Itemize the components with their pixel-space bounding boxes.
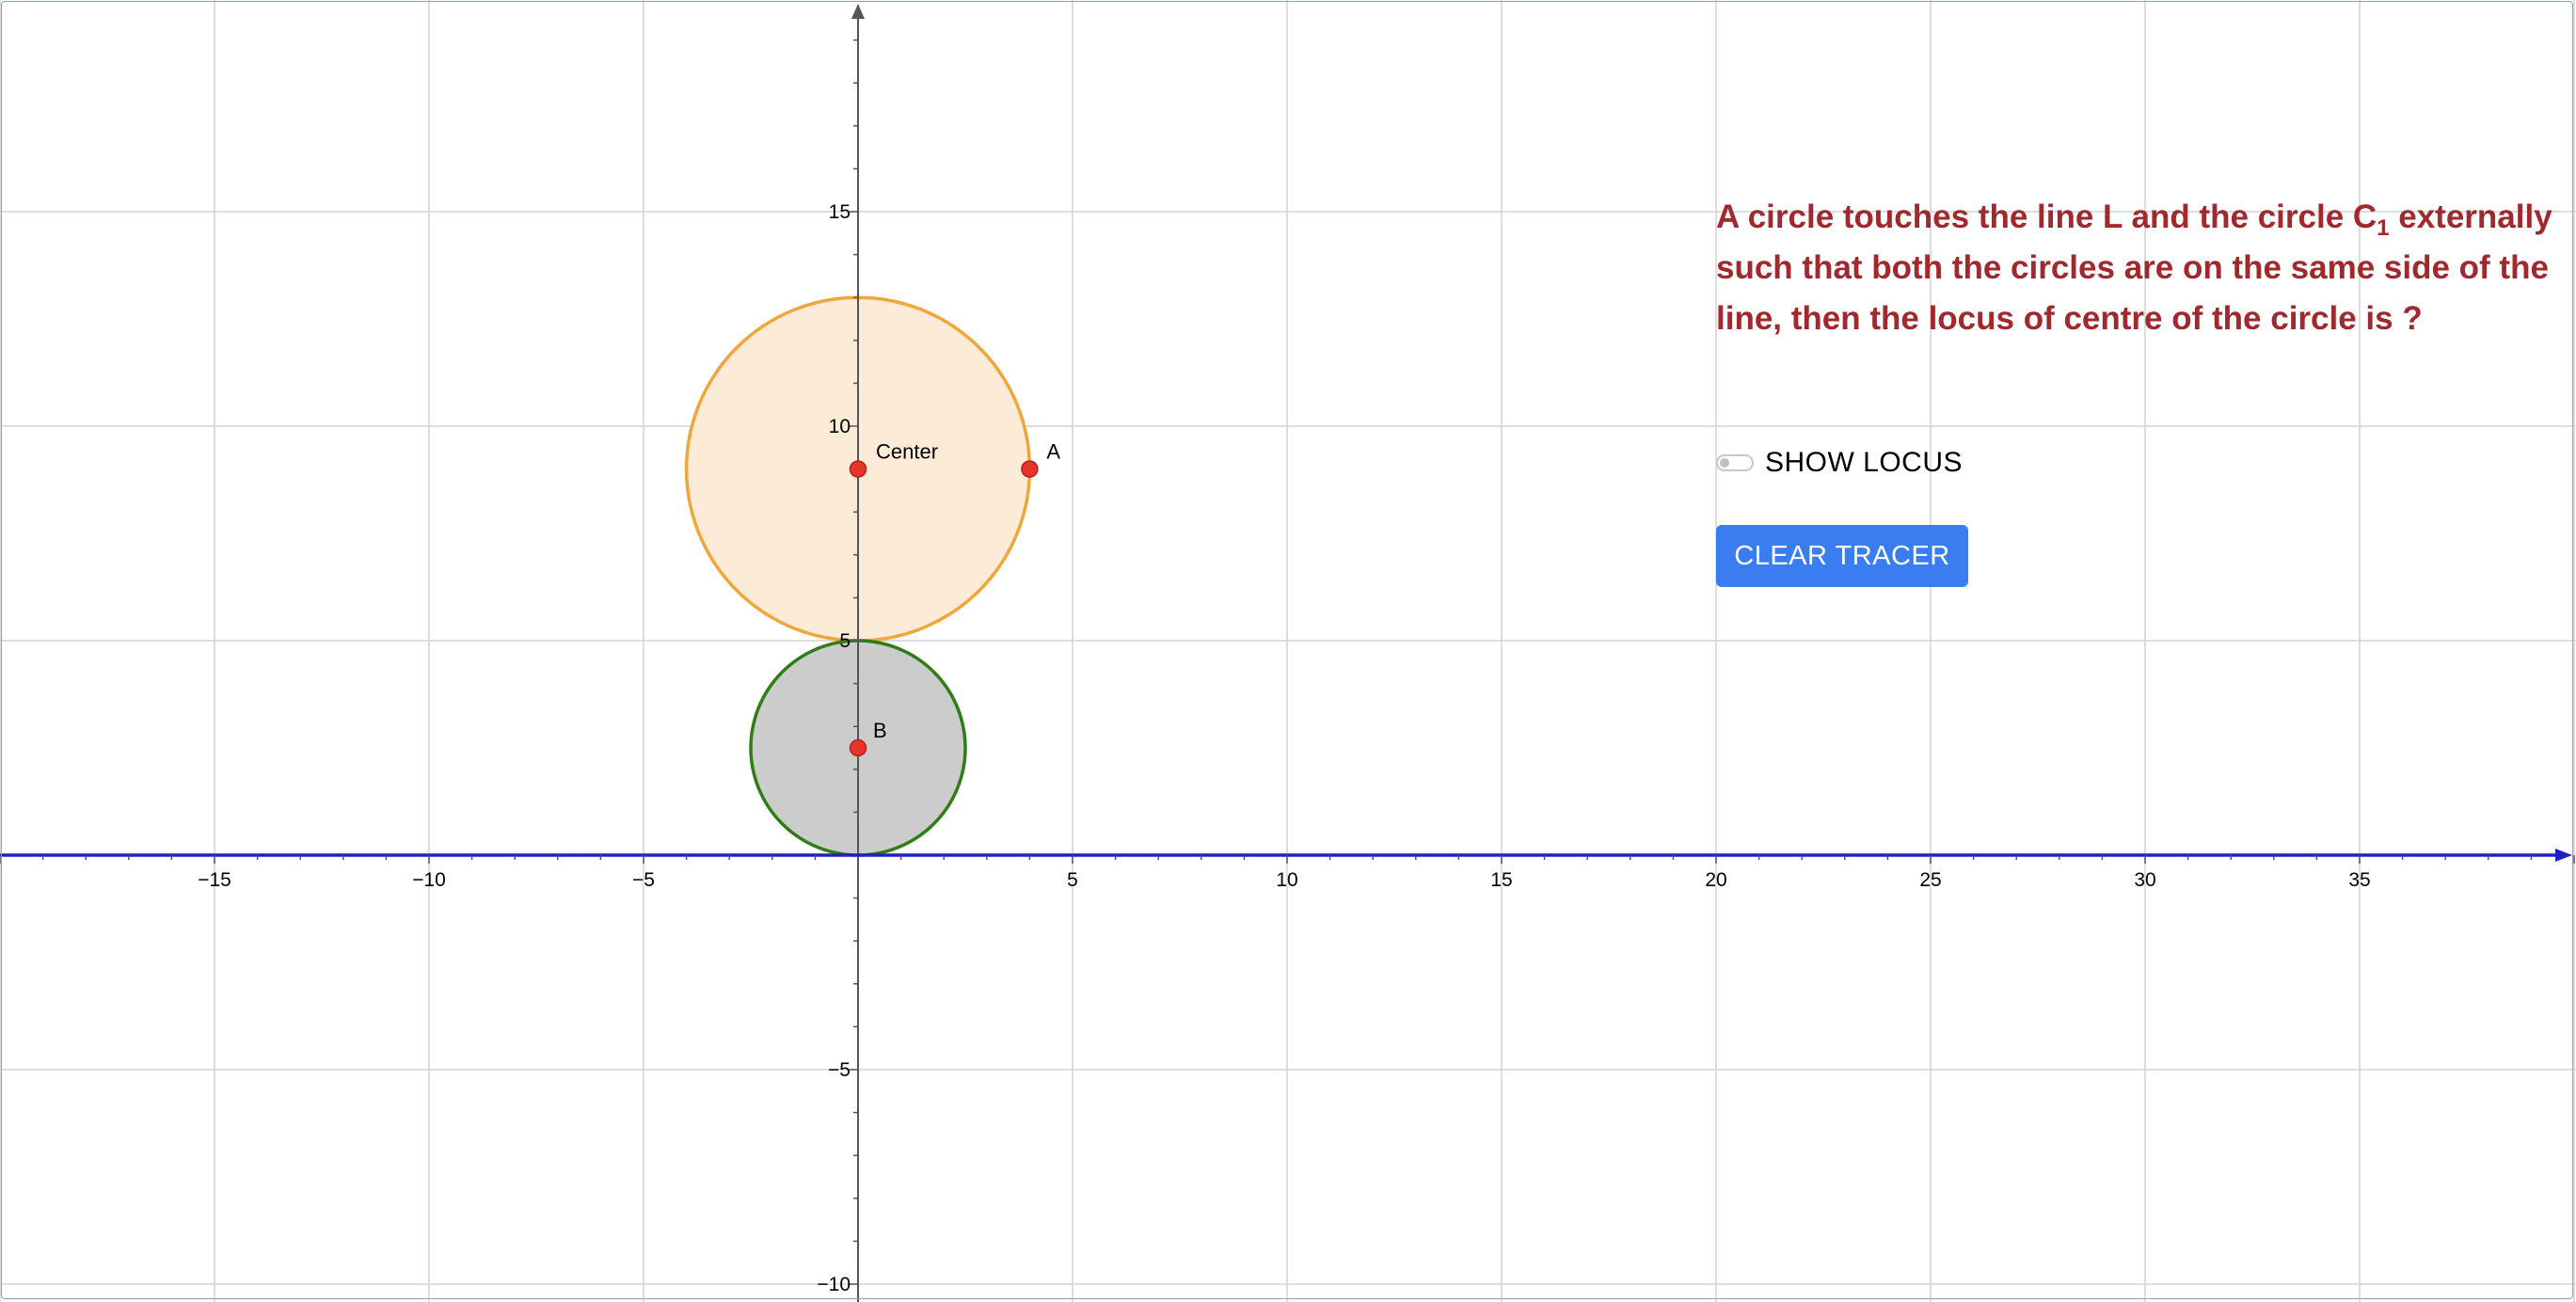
y-tick-label: −10 (817, 1274, 851, 1295)
question-text-part2: externally such that both the circles ar… (1716, 198, 2552, 337)
y-tick-label: 5 (839, 630, 851, 652)
x-tick-label: 15 (1490, 869, 1512, 891)
point-center[interactable] (849, 460, 867, 478)
point-b-label: B (873, 719, 887, 742)
y-tick-label: 10 (829, 416, 851, 437)
x-tick-label: −5 (632, 869, 655, 891)
point-b[interactable] (849, 738, 867, 757)
point-a[interactable] (1021, 460, 1039, 478)
toggle-switch-icon[interactable] (1716, 454, 1754, 471)
question-subscript: 1 (2377, 215, 2390, 241)
x-tick-label: 35 (2348, 869, 2370, 891)
x-tick-label: 30 (2134, 869, 2155, 891)
point-center-label: Center (876, 440, 938, 464)
show-locus-label: SHOW LOCUS (1765, 447, 1964, 478)
axes (0, 4, 2572, 1302)
points: Center A B (849, 440, 1060, 757)
x-tick-label: 25 (1919, 869, 1941, 891)
y-tick-label: −5 (828, 1059, 851, 1081)
toggle-knob (1720, 458, 1729, 468)
question-text: A circle touches the line L and the circ… (1716, 192, 2563, 344)
x-tick-label: 20 (1705, 869, 1726, 891)
line-l-arrow-icon (2555, 849, 2572, 862)
x-tick-label: 10 (1276, 869, 1297, 891)
y-axis-arrow-icon (851, 4, 865, 19)
x-tick-label: −15 (198, 869, 231, 891)
y-tick-label: 15 (829, 201, 851, 223)
x-tick-label: −10 (412, 869, 446, 891)
show-locus-toggle[interactable]: SHOW LOCUS (1716, 446, 1963, 480)
axis-tick-labels: −15 −10 −5 5 10 15 20 25 30 35 15 10 5 −5 −10 (198, 201, 2370, 1295)
clear-tracer-button[interactable]: CLEAR TRACER (1716, 525, 1968, 587)
x-tick-label: 5 (1067, 869, 1078, 891)
question-text-part1: A circle touches the line L and the circ… (1716, 198, 2377, 235)
point-a-label: A (1046, 440, 1060, 464)
